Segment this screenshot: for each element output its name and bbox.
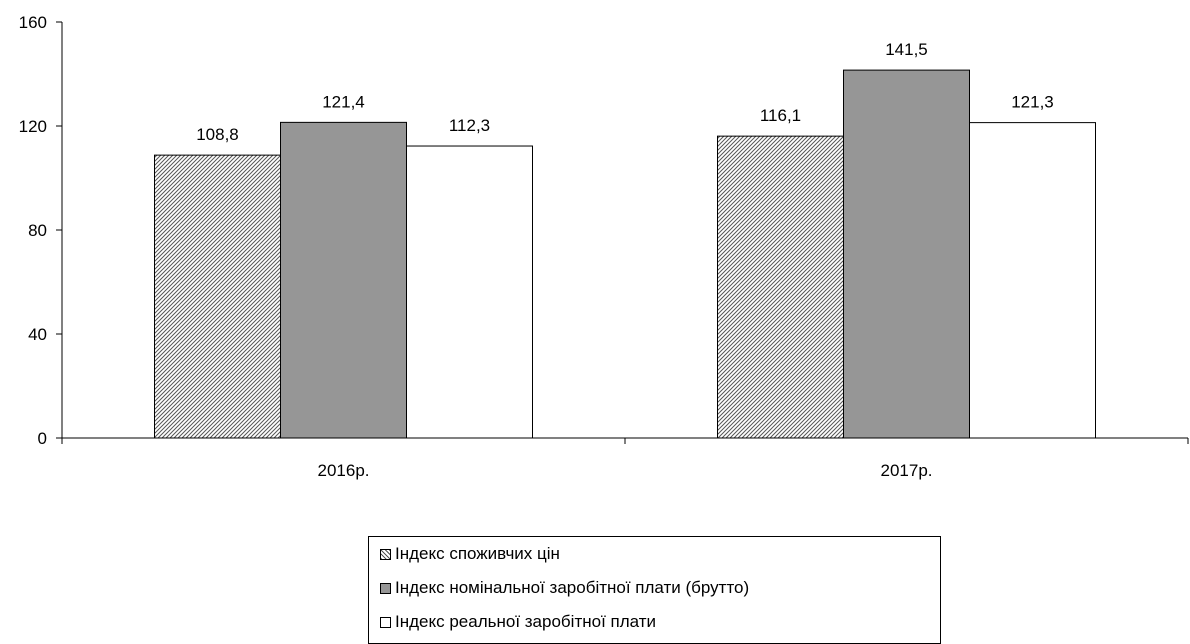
bar-0-1 [280, 121, 407, 439]
x-tick-label-0: 2016р. [318, 461, 370, 480]
legend-label-nominal-wage: Індекс номінальної заробітної плати (бру… [395, 578, 750, 597]
bar-1-2 [969, 122, 1096, 439]
data-label-1-2: 121,3 [1011, 93, 1054, 112]
bar-1-0 [717, 135, 844, 439]
y-tick-label-3: 120 [19, 117, 47, 136]
bar-0-2 [406, 145, 533, 439]
legend-item-real-wage: Індекс реальної заробітної плати [380, 611, 656, 633]
legend-item-cpi: Індекс споживчих цін [380, 543, 560, 565]
legend-label-cpi: Індекс споживчих цін [395, 544, 560, 563]
y-tick-label-0: 0 [38, 429, 47, 448]
y-tick-label-4: 160 [19, 13, 47, 32]
legend-swatch-cpi [380, 549, 391, 560]
data-label-0-0: 108,8 [196, 125, 239, 144]
y-tick-label-2: 80 [28, 221, 47, 240]
legend-swatch-nominal-wage [380, 583, 391, 594]
x-tick-label-1: 2017р. [881, 461, 933, 480]
legend: Індекс споживчих цін Індекс номінальної … [368, 536, 941, 644]
legend-swatch-real-wage [380, 617, 391, 628]
legend-item-nominal-wage: Індекс номінальної заробітної плати (бру… [380, 577, 749, 599]
data-label-0-1: 121,4 [322, 92, 365, 111]
data-label-1-1: 141,5 [885, 40, 928, 59]
legend-label-real-wage: Індекс реальної заробітної плати [395, 612, 657, 631]
y-tick-label-1: 40 [28, 325, 47, 344]
bar-0-0 [154, 154, 281, 439]
data-label-0-2: 112,3 [449, 116, 490, 135]
data-label-1-0: 116,1 [760, 106, 801, 125]
bar-chart-svg: 108,8 121,4 112,3 2016р. 116,1 141,5 121,3 2017… [19, 13, 1189, 480]
bar-1-1 [843, 69, 970, 439]
